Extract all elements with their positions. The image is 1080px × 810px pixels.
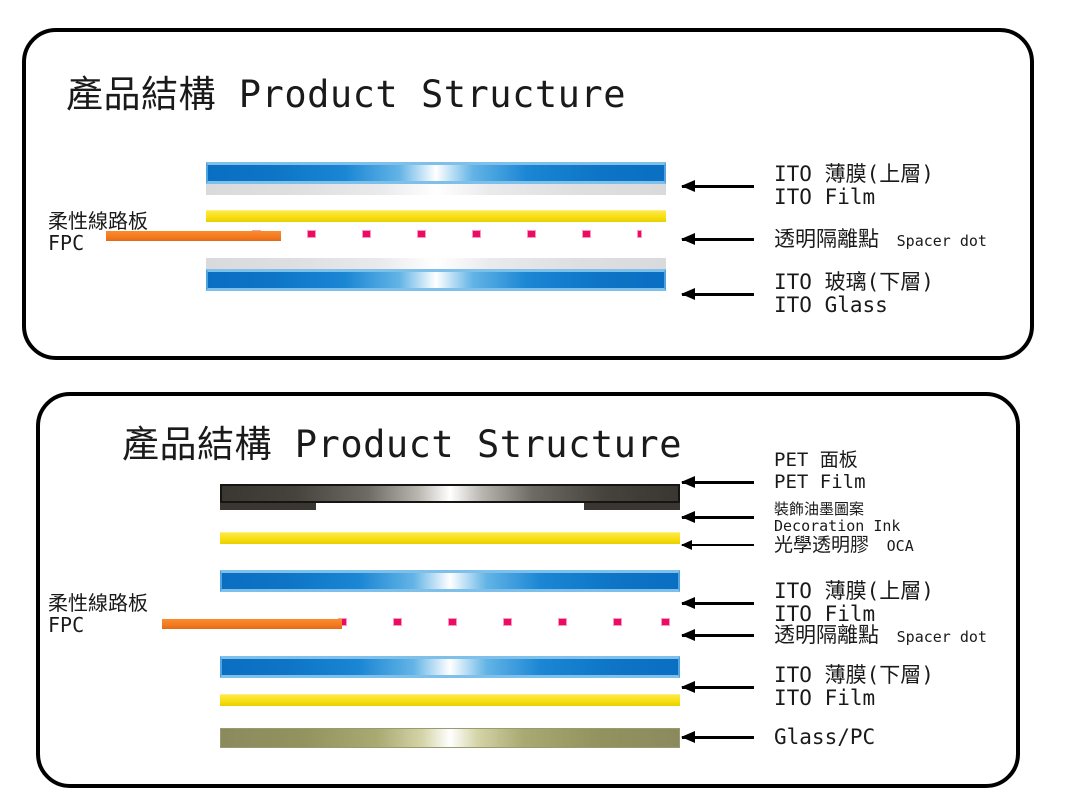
layer-glass-substrate-lower [206, 258, 666, 269]
callout-cn: ITO 薄膜(上層) [774, 579, 934, 603]
fpc-label-cn: 柔性線路板 [48, 209, 148, 233]
arrow-left-icon [681, 731, 754, 744]
callout-en: Decoration Ink [774, 516, 901, 535]
spacer-dot [448, 618, 457, 626]
callout-text: ITO 薄膜(上層) ITO Film [774, 162, 934, 210]
callout-cn: 透明隔離點 [774, 623, 879, 647]
spacer-dot [582, 230, 591, 238]
callout-en: ITO Film [774, 686, 876, 711]
callout-spacer-dot: 透明隔離點 Spacer dot [681, 623, 987, 647]
callout-oca: 光學透明膠 OCA [681, 535, 914, 556]
product-structure-panel-top: 產品結構 Product Structure 柔性線路板 FPC [22, 28, 1034, 360]
spacer-dot [393, 618, 402, 626]
arrow-left-icon [681, 680, 754, 693]
spacer-dot [307, 230, 316, 238]
spacer-dot [362, 230, 371, 238]
fpc-flex-tail-bottom [162, 619, 342, 629]
callout-pet-film: PET 面板 PET Film [681, 450, 866, 493]
arrow-left-icon [681, 475, 754, 488]
callout-glass-pc: Glass/PC [681, 725, 876, 749]
callout-en: ITO Glass [774, 293, 888, 318]
callout-decoration-ink: 裝飾油墨圖案 Decoration Ink [681, 501, 900, 534]
arrow-left-icon [681, 287, 754, 300]
spacer-dot [472, 230, 481, 238]
spacer-dot [417, 230, 426, 238]
fpc-label-bottom: 柔性線路板 FPC [48, 592, 148, 637]
layer-decoration-ink [220, 503, 680, 510]
callout-text: ITO 玻璃(下層) ITO Glass [774, 270, 934, 318]
spacer-dot [503, 618, 512, 626]
callout-en: ITO Film [774, 602, 876, 627]
callout-text: 透明隔離點 Spacer dot [774, 227, 987, 251]
callout-en: Spacer dot [896, 628, 987, 646]
fpc-label-cn: 柔性線路板 [48, 591, 148, 615]
callout-cn: ITO 薄膜(上層) [774, 162, 934, 186]
callout-ito-film-upper: ITO 薄膜(上層) ITO Film [681, 162, 934, 210]
callout-cn: 光學透明膠 [774, 534, 870, 556]
spacer-dot [558, 618, 567, 626]
callout-text: 裝飾油墨圖案 Decoration Ink [774, 501, 900, 534]
callout-ito-glass-lower: ITO 玻璃(下層) ITO Glass [681, 270, 934, 318]
callout-text: ITO 薄膜(下層) ITO Film [774, 663, 934, 711]
fpc-label-top: 柔性線路板 FPC [48, 210, 148, 255]
decoration-ink-left [220, 503, 316, 510]
arrow-left-icon [681, 596, 754, 609]
layer-film-substrate-upper [206, 184, 666, 195]
callout-cn: ITO 玻璃(下層) [774, 270, 934, 294]
arrow-left-icon [681, 629, 754, 642]
panel-title-bottom: 產品結構 Product Structure [122, 423, 682, 466]
callout-text: 透明隔離點 Spacer dot [774, 623, 987, 647]
fpc-label-en: FPC [48, 613, 85, 638]
layer-stack-top [106, 162, 666, 322]
callout-cn: 裝飾油墨圖案 [774, 500, 865, 518]
callout-cn: ITO 薄膜(下層) [774, 663, 934, 687]
fpc-flex-tail-top [106, 231, 281, 241]
decoration-ink-right [584, 503, 680, 510]
callout-en: ITO Film [774, 185, 876, 210]
layer-ito-film-lower [220, 656, 680, 678]
callout-ito-film-lower: ITO 薄膜(下層) ITO Film [681, 663, 934, 711]
spacer-dot [661, 618, 670, 626]
layer-spacer-dots-top [206, 230, 666, 242]
arrow-left-icon [681, 233, 754, 246]
layer-stack-bottom [162, 466, 680, 748]
layer-ito-film-upper [206, 162, 666, 184]
callout-en: Spacer dot [896, 232, 987, 250]
layer-spacer-dots-bottom [220, 618, 680, 630]
panel-title-top: 產品結構 Product Structure [66, 73, 626, 116]
callout-en: OCA [886, 537, 914, 555]
callout-text: Glass/PC [774, 725, 876, 749]
callout-spacer-dot: 透明隔離點 Spacer dot [681, 227, 987, 251]
callout-text: 光學透明膠 OCA [774, 535, 914, 556]
callout-cn: PET 面板 [774, 449, 858, 471]
arrow-left-icon [681, 511, 754, 523]
layer-ito-film-upper [220, 570, 680, 592]
callout-cn: 透明隔離點 [774, 227, 879, 251]
product-structure-panel-bottom: 產品結構 Product Structure 柔性線路板 FPC [36, 392, 1020, 788]
layer-oca-adhesive-lower [220, 694, 680, 706]
fpc-label-en: FPC [48, 231, 85, 256]
arrow-left-icon [681, 540, 754, 551]
arrow-left-icon [681, 179, 754, 192]
spacer-dot [527, 230, 536, 238]
spacer-dot [637, 230, 642, 238]
callout-text: PET 面板 PET Film [774, 450, 866, 493]
callout-ito-film-upper: ITO 薄膜(上層) ITO Film [681, 579, 934, 627]
layer-oca-adhesive [206, 210, 666, 222]
callout-en: PET Film [774, 471, 866, 493]
layer-ito-glass-lower [206, 269, 666, 291]
layer-pet-film [220, 484, 680, 503]
callout-cn: Glass/PC [774, 725, 876, 749]
callout-text: ITO 薄膜(上層) ITO Film [774, 579, 934, 627]
spacer-dot [613, 618, 622, 626]
layer-oca-adhesive-upper [220, 532, 680, 544]
layer-glass-pc [220, 728, 680, 748]
